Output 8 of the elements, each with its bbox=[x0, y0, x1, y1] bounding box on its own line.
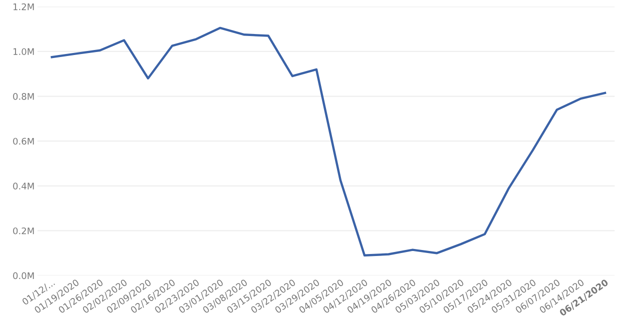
y-tick-label: 1.0M bbox=[14, 48, 34, 56]
y-tick-label: 0.8M bbox=[13, 93, 34, 100]
y-tick-label: 1.2M bbox=[14, 3, 34, 10]
y-tick-label: 0.4M bbox=[13, 182, 34, 190]
line-series bbox=[50, 26, 606, 256]
y-tick-label: 0.2M bbox=[13, 227, 34, 234]
y-tick-label: 0.0M bbox=[13, 272, 34, 280]
y-tick-label: 0.6M bbox=[13, 138, 34, 145]
